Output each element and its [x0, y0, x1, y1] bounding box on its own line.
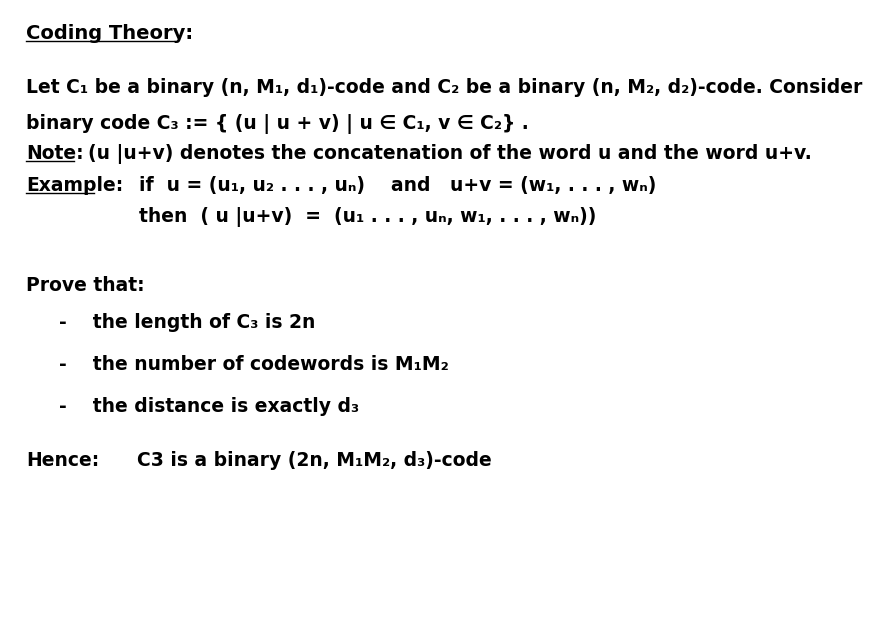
Text: Note:: Note: [26, 145, 83, 163]
Text: if  u = (u₁, u₂ . . . , uₙ)    and   u+v = (w₁, . . . , wₙ): if u = (u₁, u₂ . . . , uₙ) and u+v = (w₁… [139, 176, 656, 195]
Text: C3 is a binary (2n, M₁M₂, d₃)-code: C3 is a binary (2n, M₁M₂, d₃)-code [137, 451, 492, 470]
Text: Prove that:: Prove that: [26, 276, 145, 294]
Text: -    the number of codewords is M₁M₂: - the number of codewords is M₁M₂ [59, 355, 449, 374]
Text: -    the length of C₃ is 2n: - the length of C₃ is 2n [59, 313, 315, 332]
Text: then  ( u |u+v)  =  (u₁ . . . , uₙ, w₁, . . . , wₙ)): then ( u |u+v) = (u₁ . . . , uₙ, w₁, . .… [139, 207, 596, 227]
Text: Coding Theory:: Coding Theory: [26, 24, 193, 42]
Text: Let C₁ be a binary (n, M₁, d₁)-code and C₂ be a binary (n, M₂, d₂)-code. Conside: Let C₁ be a binary (n, M₁, d₁)-code and … [26, 78, 869, 97]
Text: -    the distance is exactly d₃: - the distance is exactly d₃ [59, 397, 359, 415]
Text: Hence:: Hence: [26, 451, 99, 470]
Text: binary code C₃ := { (u | u + v) | u ∈ C₁, v ∈ C₂} .: binary code C₃ := { (u | u + v) | u ∈ C₁… [26, 114, 529, 134]
Text: Example:: Example: [26, 176, 123, 195]
Text: (u |u+v) denotes the concatenation of the word u and the word u+v.: (u |u+v) denotes the concatenation of th… [75, 145, 812, 165]
